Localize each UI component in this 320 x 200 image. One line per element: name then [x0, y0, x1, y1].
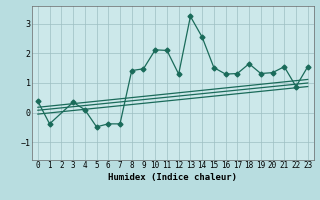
X-axis label: Humidex (Indice chaleur): Humidex (Indice chaleur) — [108, 173, 237, 182]
